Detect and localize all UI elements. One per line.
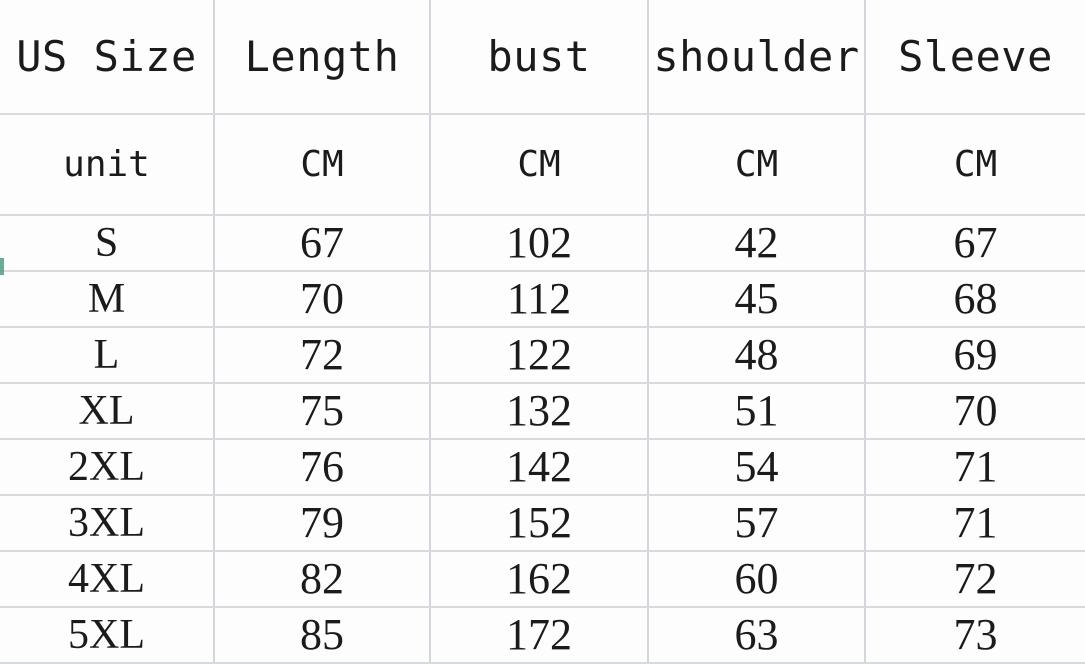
unit-cell-length: CM [214, 114, 431, 216]
table-row: 3XL 79 152 57 71 [0, 495, 1085, 552]
unit-cell-shoulder: CM [648, 114, 866, 216]
cell-sleeve: 71 [865, 439, 1085, 496]
cell-bust: 172 [430, 607, 649, 664]
header-cell-shoulder: shoulder [648, 0, 866, 115]
cell-bust: 102 [430, 215, 649, 272]
table-row: XL 75 132 51 70 [0, 383, 1085, 440]
table-row: 5XL 85 172 63 73 [0, 607, 1085, 664]
cell-bust: 132 [430, 383, 649, 440]
table-header-row: US Size Length bust shoulder Sleeve [0, 0, 1085, 115]
header-cell-length: Length [214, 0, 431, 115]
table-row: S 67 102 42 67 [0, 215, 1085, 272]
cell-sleeve: 69 [865, 327, 1085, 384]
cell-shoulder: 45 [648, 271, 866, 328]
cell-bust: 152 [430, 495, 649, 552]
cell-bust: 122 [430, 327, 649, 384]
cell-sleeve: 73 [865, 607, 1085, 664]
cell-size: S [0, 215, 215, 272]
cell-shoulder: 57 [648, 495, 866, 552]
table-unit-row: unit CM CM CM CM [0, 114, 1085, 216]
cell-shoulder: 63 [648, 607, 866, 664]
cell-size: 2XL [0, 439, 215, 496]
cell-sleeve: 72 [865, 551, 1085, 608]
cell-length: 67 [214, 215, 431, 272]
header-cell-us-size: US Size [0, 0, 215, 115]
table-row: M 70 112 45 68 [0, 271, 1085, 328]
header-cell-sleeve: Sleeve [865, 0, 1085, 115]
header-cell-bust: bust [430, 0, 649, 115]
cell-size: XL [0, 383, 215, 440]
unit-cell-bust: CM [430, 114, 649, 216]
table-row: L 72 122 48 69 [0, 327, 1085, 384]
cell-shoulder: 42 [648, 215, 866, 272]
cell-bust: 162 [430, 551, 649, 608]
cell-size: 4XL [0, 551, 215, 608]
cell-length: 79 [214, 495, 431, 552]
cell-size: L [0, 327, 215, 384]
cell-shoulder: 60 [648, 551, 866, 608]
cell-bust: 142 [430, 439, 649, 496]
cell-sleeve: 67 [865, 215, 1085, 272]
cell-length: 72 [214, 327, 431, 384]
cell-bust: 112 [430, 271, 649, 328]
cell-sleeve: 70 [865, 383, 1085, 440]
row-selection-marker [0, 258, 4, 275]
cell-sleeve: 68 [865, 271, 1085, 328]
cell-length: 70 [214, 271, 431, 328]
cell-shoulder: 51 [648, 383, 866, 440]
unit-cell-sleeve: CM [865, 114, 1085, 216]
cell-length: 76 [214, 439, 431, 496]
cell-shoulder: 54 [648, 439, 866, 496]
table-row: 2XL 76 142 54 71 [0, 439, 1085, 496]
cell-size: M [0, 271, 215, 328]
cell-length: 75 [214, 383, 431, 440]
cell-shoulder: 48 [648, 327, 866, 384]
table-row: 4XL 82 162 60 72 [0, 551, 1085, 608]
unit-cell-label: unit [0, 114, 215, 216]
cell-sleeve: 71 [865, 495, 1085, 552]
cell-size: 5XL [0, 607, 215, 664]
cell-length: 85 [214, 607, 431, 664]
cell-size: 3XL [0, 495, 215, 552]
cell-length: 82 [214, 551, 431, 608]
